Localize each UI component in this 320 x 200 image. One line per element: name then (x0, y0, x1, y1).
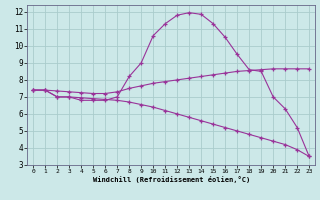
X-axis label: Windchill (Refroidissement éolien,°C): Windchill (Refroidissement éolien,°C) (92, 176, 250, 183)
